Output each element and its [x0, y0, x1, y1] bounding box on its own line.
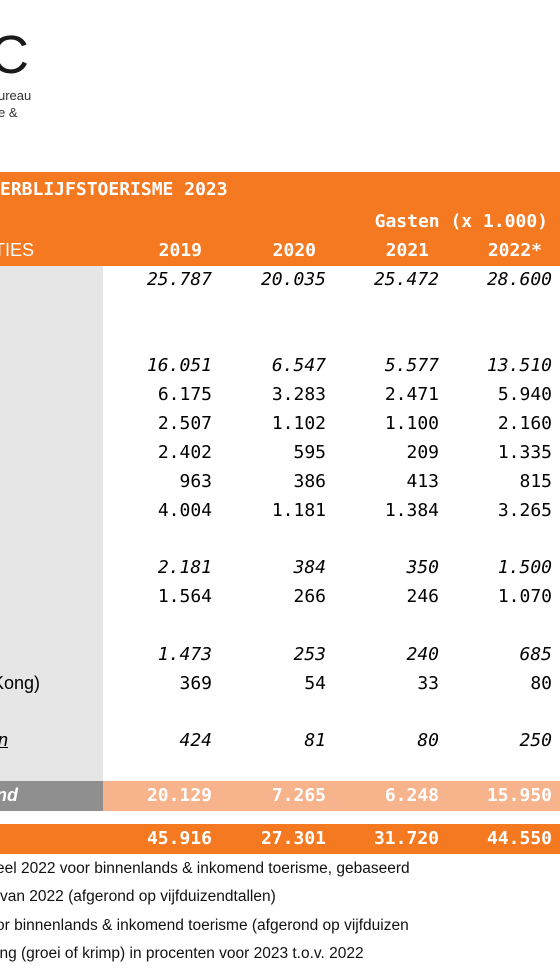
cell: 424	[179, 730, 212, 751]
cell: 266	[293, 586, 326, 607]
cell: 1.100	[384, 413, 439, 434]
cell: 2.181	[157, 557, 212, 578]
subtotal-cell: 6.248	[384, 785, 439, 806]
cell: 5.940	[497, 384, 552, 405]
cell: 384	[293, 557, 326, 578]
cell: 1.564	[157, 586, 212, 607]
table-title-band	[0, 172, 560, 210]
cell: 80	[530, 673, 552, 694]
cell: 253	[293, 644, 326, 665]
cell: 2.507	[157, 413, 212, 434]
footnote: van 2022 (afgerond op vijfduizendtallen)	[0, 888, 276, 905]
table-row: Kong) 369 54 33 80	[0, 670, 560, 698]
cell: 13.510	[486, 355, 552, 376]
table-row: n 424 81 80 250	[0, 727, 560, 755]
subtotal-cell: 7.265	[271, 785, 326, 806]
year-header-2019: 2019	[158, 240, 202, 261]
cell: 1.335	[497, 442, 552, 463]
group-header: Gasten (x 1.000)	[374, 211, 548, 232]
cell: 81	[304, 730, 326, 751]
table-row: 25.787 20.035 25.472 28.600	[0, 266, 560, 294]
cell: 2.160	[497, 413, 552, 434]
footnote: eel 2022 voor binnenlands & inkomend toe…	[0, 860, 410, 877]
cell: 413	[406, 471, 439, 492]
table-row: 2.507 1.102 1.100 2.160	[0, 410, 560, 438]
logo-subtitle-line2: e &	[0, 105, 18, 120]
column-label: TIES	[0, 240, 35, 260]
subtotal-cell: 20.129	[146, 785, 212, 806]
cell: 209	[406, 442, 439, 463]
cell: 815	[519, 471, 552, 492]
cell: 1.102	[271, 413, 326, 434]
cell: 16.051	[146, 355, 212, 376]
table-row: 2.181 384 350 1.500	[0, 554, 560, 582]
logo-mark: C	[0, 25, 29, 85]
cell: 20.035	[260, 269, 326, 290]
total-cell: 27.301	[260, 828, 326, 849]
subtotal-cell: 15.950	[486, 785, 552, 806]
label-column-shade	[0, 266, 103, 781]
total-cell: 44.550	[486, 828, 552, 849]
cell: 33	[417, 673, 439, 694]
cell: 6.547	[271, 355, 326, 376]
row-label-link[interactable]: n	[0, 730, 8, 751]
cell: 963	[179, 471, 212, 492]
footnote: ing (groei of krimp) in procenten voor 2…	[0, 945, 364, 962]
cell: 369	[179, 673, 212, 694]
cell: 5.577	[384, 355, 439, 376]
cell: 240	[406, 644, 439, 665]
year-header-2021: 2021	[385, 240, 429, 261]
table-header-band	[0, 210, 560, 266]
table-row: 963 386 413 815	[0, 468, 560, 496]
cell: 3.265	[497, 500, 552, 521]
cell: 685	[519, 644, 552, 665]
footnote: or binnenlands & inkomend toerisme (afge…	[0, 917, 409, 934]
table-row: 16.051 6.547 5.577 13.510	[0, 352, 560, 380]
cell: 1.181	[271, 500, 326, 521]
cell: 2.471	[384, 384, 439, 405]
subtotal-row: nd 20.129 7.265 6.248 15.950	[0, 781, 560, 811]
cell: 28.600	[486, 269, 552, 290]
cell: 1.473	[157, 644, 212, 665]
cell: 25.472	[373, 269, 439, 290]
cell: 1.070	[497, 586, 552, 607]
cell: 54	[304, 673, 326, 694]
cell: 386	[293, 471, 326, 492]
row-label: Kong)	[0, 673, 41, 693]
cell: 1.384	[384, 500, 439, 521]
subtotal-label: nd	[0, 785, 18, 805]
cell: 80	[417, 730, 439, 751]
cell: 2.402	[157, 442, 212, 463]
table-row: 6.175 3.283 2.471 5.940	[0, 381, 560, 409]
table-row: 2.402 595 209 1.335	[0, 439, 560, 467]
cell: 25.787	[146, 269, 212, 290]
cell: 6.175	[157, 384, 212, 405]
cell: 350	[406, 557, 439, 578]
cell: 4.004	[157, 500, 212, 521]
total-row: 45.916 27.301 31.720 44.550	[0, 824, 560, 854]
cell: 250	[519, 730, 552, 751]
total-cell: 45.916	[146, 828, 212, 849]
year-header-2022: 2022*	[487, 240, 542, 261]
cell: 1.500	[497, 557, 552, 578]
cell: 246	[406, 586, 439, 607]
year-header-2020: 2020	[272, 240, 316, 261]
table-row: 1.473 253 240 685	[0, 641, 560, 669]
table-title: ERBLIJFSTOERISME 2023	[0, 179, 228, 200]
logo-subtitle-line1: ureau	[0, 88, 32, 103]
cell: 595	[293, 442, 326, 463]
subtotal-label-cell	[0, 781, 103, 811]
table-row: 4.004 1.181 1.384 3.265	[0, 497, 560, 525]
total-cell: 31.720	[373, 828, 439, 849]
cell: 3.283	[271, 384, 326, 405]
table-row: 1.564 266 246 1.070	[0, 583, 560, 611]
